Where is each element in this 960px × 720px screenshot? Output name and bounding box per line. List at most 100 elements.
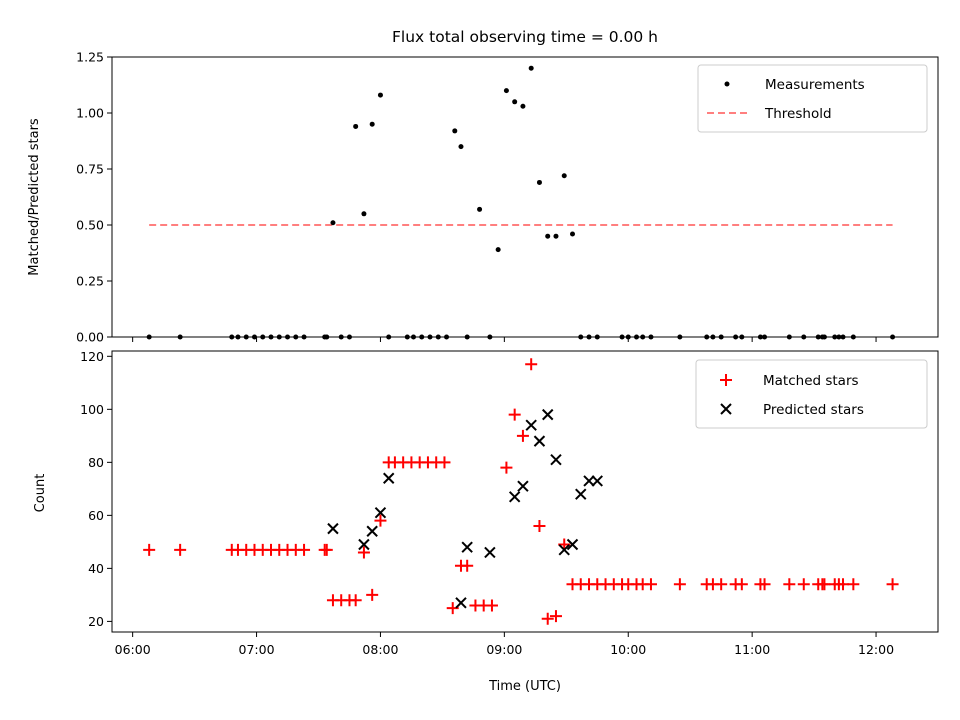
predicted-star-point [542,408,554,421]
measurement-point [503,88,509,94]
measurement-point [346,334,352,340]
measurement-point [710,334,716,340]
matched-star-point [485,599,498,612]
measurement-point [353,123,359,129]
predicted-star-point [533,435,546,447]
matched-star-points [143,358,899,625]
matched-star-point [500,461,513,474]
measurement-point [235,334,241,340]
measurement-point [586,334,592,340]
matched-star-point [735,578,748,591]
bottom-x-tick-label: 08:00 [362,642,398,657]
matched-star-point [461,559,474,572]
measurement-point [301,334,307,340]
predicted-star-point [461,541,473,553]
measurement-point [569,231,575,237]
matched-star-point [298,543,311,556]
measurement-point [260,334,266,340]
measurement-point [404,334,410,340]
bottom-y-tick-label: 20 [88,614,104,629]
measurement-point [293,334,299,340]
legend-measurements-label: Measurements [765,77,865,93]
matched-star-point [320,543,333,556]
measurement-point [677,334,683,340]
measurement-point [757,334,763,340]
measurement-point [739,334,745,340]
measurement-point [452,128,458,134]
matched-star-point [349,594,362,607]
measurement-point [718,334,724,340]
predicted-star-point [484,546,496,559]
bottom-y-tick-label: 80 [88,455,104,470]
bottom-y-tick-label: 60 [88,508,104,523]
matched-star-point [644,578,657,591]
measurement-point [640,334,646,340]
predicted-star-point [525,419,537,431]
bottom-plot-frame [111,350,939,633]
measurement-point [634,334,640,340]
measurement-point [625,334,631,340]
measurement-point [801,334,807,340]
predicted-star-point [566,538,579,551]
legend-threshold-label: Threshold [764,106,832,122]
measurement-point [528,65,534,71]
measurement-point [243,334,249,340]
top-legend-frame [697,64,928,133]
measurement-point [594,334,600,340]
legend-measurements-marker [724,81,730,87]
measurement-point [520,103,526,109]
measurement-point [512,99,518,105]
predicted-star-point [575,488,587,500]
legend-matched-marker [720,374,732,386]
top-y-axis-label: Matched/Predicted stars [27,118,42,276]
measurement-point [536,179,542,185]
predicted-star-point [383,472,395,484]
legend-matched-label: Matched stars [763,373,859,389]
measurement-point [832,334,838,340]
measurement-point [369,121,375,127]
matched-star-point [837,578,850,591]
measurement-point [251,334,257,340]
measurement-point [762,334,768,340]
measurement-point [146,334,152,340]
measurement-point [458,144,464,150]
measurement-point [553,233,559,239]
measurement-point [276,334,282,340]
bottom-x-axis-label: Time (UTC) [488,679,561,694]
measurement-point [836,334,842,340]
bottom-y-tick-label: 100 [80,402,104,417]
matched-star-point [366,588,379,601]
predicted-star-point [517,480,529,492]
predicted-star-point [366,525,378,537]
predicted-star-points [327,408,603,609]
predicted-star-point [558,544,570,556]
bottom-x-ticks: 06:00 07:00 08:00 09:00 10:00 11:00 12:00 [115,632,894,657]
top-chart-title: Flux total observing time = 0.00 h [392,28,658,46]
measurement-point [427,334,433,340]
measurement-point [377,92,383,98]
predicted-star-point [583,475,595,487]
matched-star-point [541,612,554,625]
top-y-tick-label: 0.25 [76,274,104,289]
measurement-point [545,233,551,239]
bottom-y-tick-label: 40 [88,561,104,576]
measurement-point [786,334,792,340]
bottom-y-tick-label: 120 [80,349,104,364]
measurement-point [890,334,896,340]
predicted-star-point [455,597,467,609]
measurement-point [177,334,183,340]
measurement-point [487,334,493,340]
measurement-point [821,334,827,340]
matched-star-point [525,358,538,371]
matched-star-point [533,519,546,532]
measurement-point [419,334,425,340]
bottom-x-tick-label: 09:00 [486,642,522,657]
measurement-point [495,247,501,253]
bottom-y-axis-label: Count [33,474,48,513]
matched-star-point [847,578,860,591]
measurement-point [648,334,654,340]
bottom-legend: Matched stars Predicted stars [695,359,928,429]
predicted-star-point [327,522,339,535]
bottom-y-ticks: 20 40 60 80 100 120 [80,349,112,629]
